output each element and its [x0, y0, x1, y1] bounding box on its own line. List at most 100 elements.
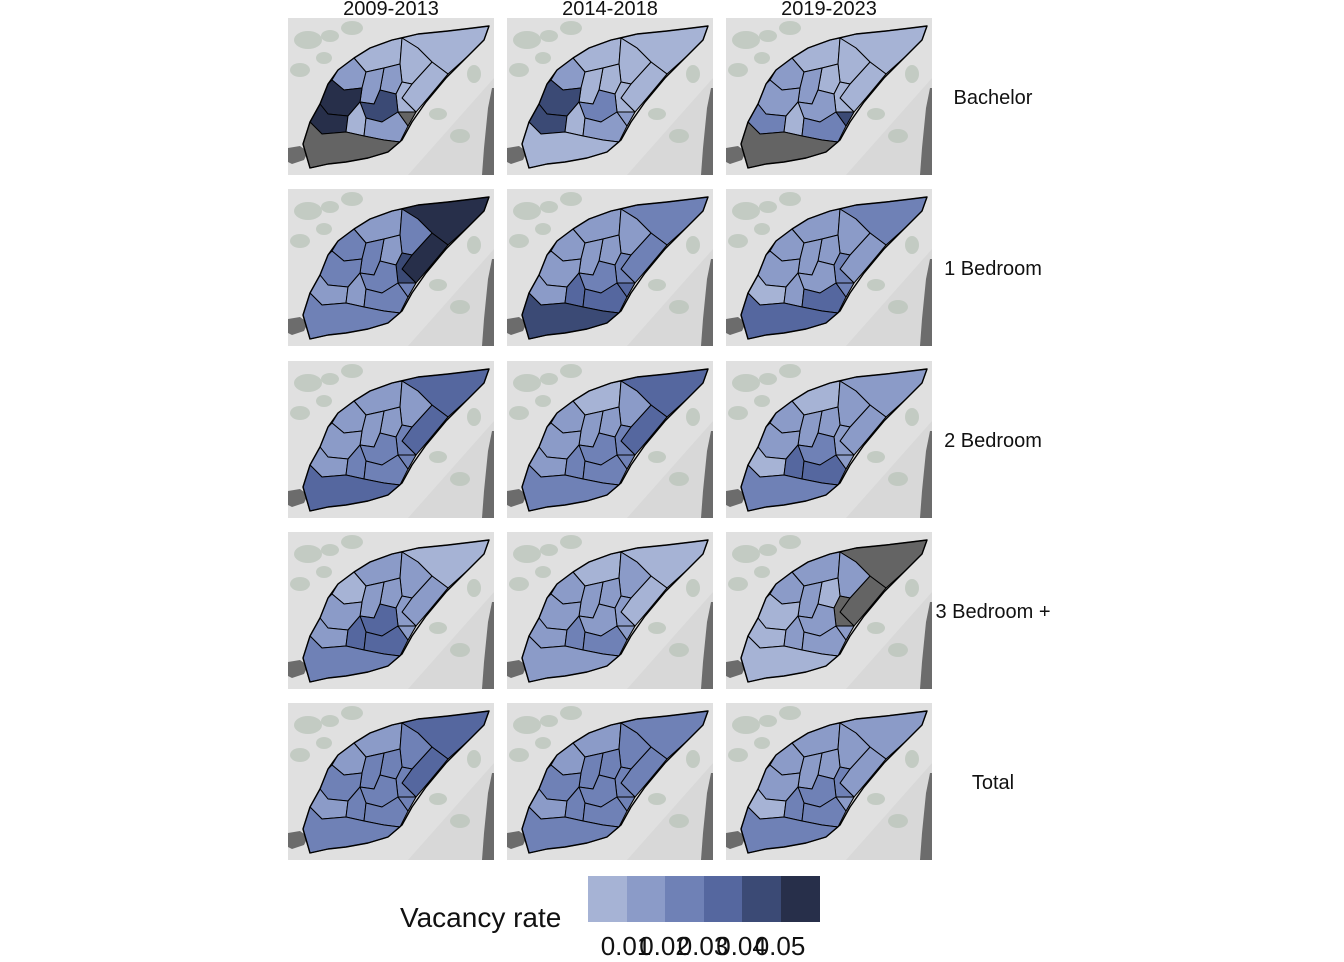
basemap-park [686, 579, 700, 597]
basemap-river [482, 773, 494, 860]
basemap-park [759, 373, 777, 385]
column-title-period: 2014-2018 [562, 0, 658, 20]
basemap-river [507, 489, 527, 507]
basemap-park [905, 408, 919, 426]
column-title-period: 2009-2013 [343, 0, 439, 20]
basemap-park [540, 715, 558, 727]
basemap-river [701, 773, 713, 860]
map-zone [835, 625, 855, 641]
island-outline [521, 539, 709, 683]
basemap-park [754, 395, 770, 407]
basemap-park [535, 566, 551, 578]
basemap-river [701, 259, 713, 346]
basemap-park [728, 577, 748, 591]
basemap-park [759, 30, 777, 42]
vacancy-map-panel [507, 703, 713, 860]
basemap-park [560, 364, 582, 378]
vacancy-map-panel [507, 361, 713, 518]
basemap-park [669, 472, 689, 486]
basemap-park [728, 748, 748, 762]
basemap-park [669, 129, 689, 143]
basemap-river [726, 317, 746, 335]
row-label-bedroom-type: 1 Bedroom [944, 258, 1042, 280]
basemap-river [726, 489, 746, 507]
basemap-park [759, 715, 777, 727]
basemap-park [294, 202, 322, 220]
basemap-river [701, 88, 713, 175]
basemap-park [728, 406, 748, 420]
basemap-river [920, 88, 932, 175]
basemap-park [754, 52, 770, 64]
basemap-park [509, 748, 529, 762]
legend-color-bin [780, 876, 820, 922]
basemap-park [290, 234, 310, 248]
vacancy-map [726, 361, 932, 518]
vacancy-map-panel [507, 18, 713, 175]
basemap-park [686, 65, 700, 83]
island-outline [740, 710, 928, 854]
basemap-park [509, 577, 529, 591]
basemap-park [294, 374, 322, 392]
basemap-park [513, 31, 541, 49]
basemap-park [429, 279, 447, 291]
vacancy-map [288, 532, 494, 689]
basemap-park [450, 814, 470, 828]
basemap-park [759, 544, 777, 556]
basemap-park [316, 223, 332, 235]
basemap-park [540, 544, 558, 556]
vacancy-map [288, 361, 494, 518]
vacancy-map [507, 703, 713, 860]
map-zone [616, 454, 636, 470]
basemap-park [467, 408, 481, 426]
basemap-park [560, 192, 582, 206]
map-zone [835, 111, 855, 127]
vacancy-map-panel [726, 189, 932, 346]
basemap-park [669, 643, 689, 657]
basemap-river [482, 259, 494, 346]
basemap-park [294, 31, 322, 49]
basemap-park [450, 643, 470, 657]
legend-tick-label: 0.04 [716, 931, 767, 961]
basemap-park [429, 793, 447, 805]
basemap-park [867, 108, 885, 120]
basemap-park [779, 21, 801, 35]
basemap-park [888, 129, 908, 143]
basemap-river [288, 831, 308, 849]
basemap-park [467, 236, 481, 254]
basemap-park [669, 814, 689, 828]
basemap-park [535, 223, 551, 235]
basemap-park [429, 622, 447, 634]
basemap-river [482, 431, 494, 518]
basemap-river [920, 773, 932, 860]
basemap-park [513, 545, 541, 563]
basemap-park [754, 566, 770, 578]
map-zone [616, 796, 636, 812]
island-outline [740, 25, 928, 169]
basemap-park [540, 201, 558, 213]
basemap-park [779, 364, 801, 378]
basemap-park [560, 21, 582, 35]
legend-color-bin [588, 876, 627, 922]
map-zone [397, 282, 417, 298]
basemap-park [316, 52, 332, 64]
vacancy-map-panel [726, 18, 932, 175]
basemap-park [905, 750, 919, 768]
basemap-river [726, 146, 746, 164]
basemap-park [513, 716, 541, 734]
basemap-river [482, 602, 494, 689]
basemap-park [341, 21, 363, 35]
vacancy-map-panel [726, 703, 932, 860]
basemap-park [341, 535, 363, 549]
basemap-park [540, 373, 558, 385]
basemap-park [779, 535, 801, 549]
basemap-park [867, 279, 885, 291]
basemap-park [732, 374, 760, 392]
basemap-river [482, 88, 494, 175]
basemap-river [920, 259, 932, 346]
legend-color-bin [742, 876, 781, 922]
basemap-park [867, 622, 885, 634]
map-zone [616, 282, 636, 298]
map-zone [835, 282, 855, 298]
basemap-park [888, 643, 908, 657]
basemap-river [701, 431, 713, 518]
